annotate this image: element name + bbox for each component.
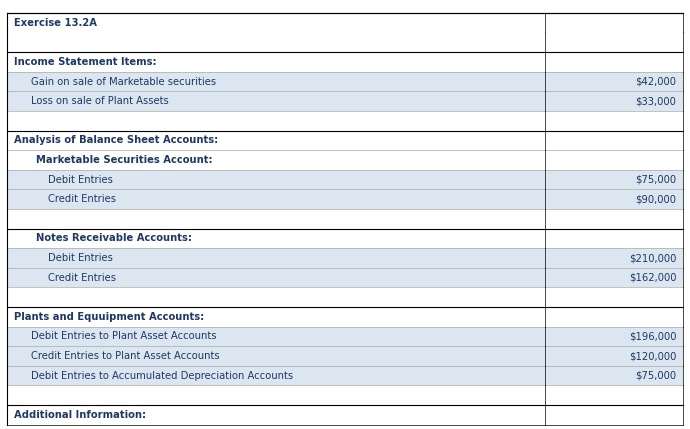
Text: Debit Entries to Plant Asset Accounts: Debit Entries to Plant Asset Accounts bbox=[31, 332, 217, 341]
Bar bbox=[7, 33, 683, 52]
Text: Analysis of Balance Sheet Accounts:: Analysis of Balance Sheet Accounts: bbox=[14, 135, 218, 145]
Text: $90,000: $90,000 bbox=[635, 194, 676, 204]
Bar bbox=[7, 13, 683, 33]
Text: Debit Entries to Accumulated Depreciation Accounts: Debit Entries to Accumulated Depreciatio… bbox=[31, 371, 293, 381]
Text: Credit Entries to Plant Asset Accounts: Credit Entries to Plant Asset Accounts bbox=[31, 351, 219, 361]
Text: Exercise 13.2A: Exercise 13.2A bbox=[14, 18, 97, 28]
Bar bbox=[7, 386, 683, 405]
Bar bbox=[7, 111, 683, 130]
Text: $120,000: $120,000 bbox=[629, 351, 676, 361]
Text: Additional Information:: Additional Information: bbox=[14, 410, 146, 420]
Text: $33,000: $33,000 bbox=[635, 96, 676, 106]
Text: Income Statement Items:: Income Statement Items: bbox=[14, 57, 157, 67]
Bar bbox=[7, 52, 683, 72]
Bar bbox=[7, 209, 683, 229]
Text: $210,000: $210,000 bbox=[629, 253, 676, 263]
Text: Debit Entries: Debit Entries bbox=[48, 253, 113, 263]
Bar bbox=[7, 366, 683, 386]
Text: Credit Entries: Credit Entries bbox=[48, 194, 117, 204]
Text: Gain on sale of Marketable securities: Gain on sale of Marketable securities bbox=[31, 76, 216, 87]
Text: Debit Entries: Debit Entries bbox=[48, 175, 113, 184]
Bar bbox=[7, 405, 683, 425]
Text: Plants and Equuipment Accounts:: Plants and Equuipment Accounts: bbox=[14, 312, 204, 322]
Text: $196,000: $196,000 bbox=[629, 332, 676, 341]
Bar bbox=[7, 287, 683, 307]
Text: $75,000: $75,000 bbox=[635, 175, 676, 184]
Bar bbox=[7, 170, 683, 189]
Bar bbox=[7, 326, 683, 346]
Bar bbox=[7, 248, 683, 268]
Bar bbox=[7, 307, 683, 326]
Bar bbox=[7, 346, 683, 366]
Bar bbox=[7, 150, 683, 170]
Text: Loss on sale of Plant Assets: Loss on sale of Plant Assets bbox=[31, 96, 169, 106]
Bar bbox=[7, 229, 683, 248]
Bar bbox=[7, 91, 683, 111]
Text: Marketable Securities Account:: Marketable Securities Account: bbox=[22, 155, 213, 165]
Bar bbox=[7, 189, 683, 209]
Bar bbox=[7, 268, 683, 287]
Text: Credit Entries: Credit Entries bbox=[48, 272, 117, 283]
Text: $162,000: $162,000 bbox=[629, 272, 676, 283]
Text: $75,000: $75,000 bbox=[635, 371, 676, 381]
Bar bbox=[7, 130, 683, 150]
Text: $42,000: $42,000 bbox=[635, 76, 676, 87]
Text: Notes Receivable Accounts:: Notes Receivable Accounts: bbox=[22, 233, 193, 243]
Bar bbox=[7, 72, 683, 91]
